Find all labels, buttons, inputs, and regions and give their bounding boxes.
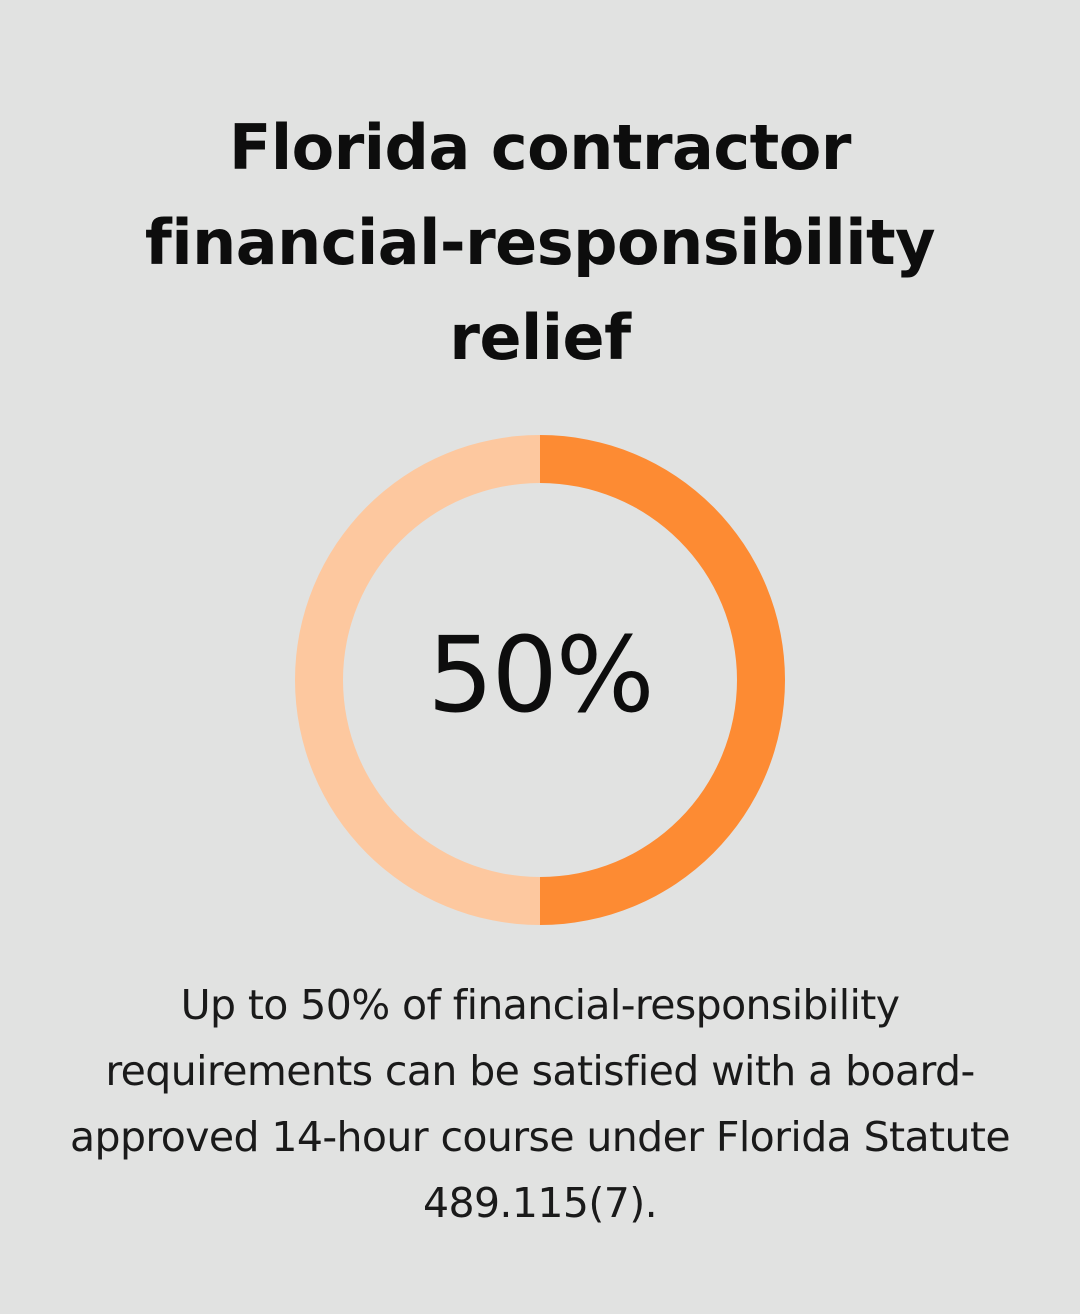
chart-caption: Up to 50% of financial-responsibility re… [70,981,1011,1227]
chart-title: Florida contractor financial-responsibil… [144,111,936,374]
donut-chart [295,435,785,925]
percentage-value: 50% [427,614,654,736]
donut-segment-filled [540,435,785,925]
donut-segment-remaining [295,435,540,925]
donut-segments [295,435,785,925]
